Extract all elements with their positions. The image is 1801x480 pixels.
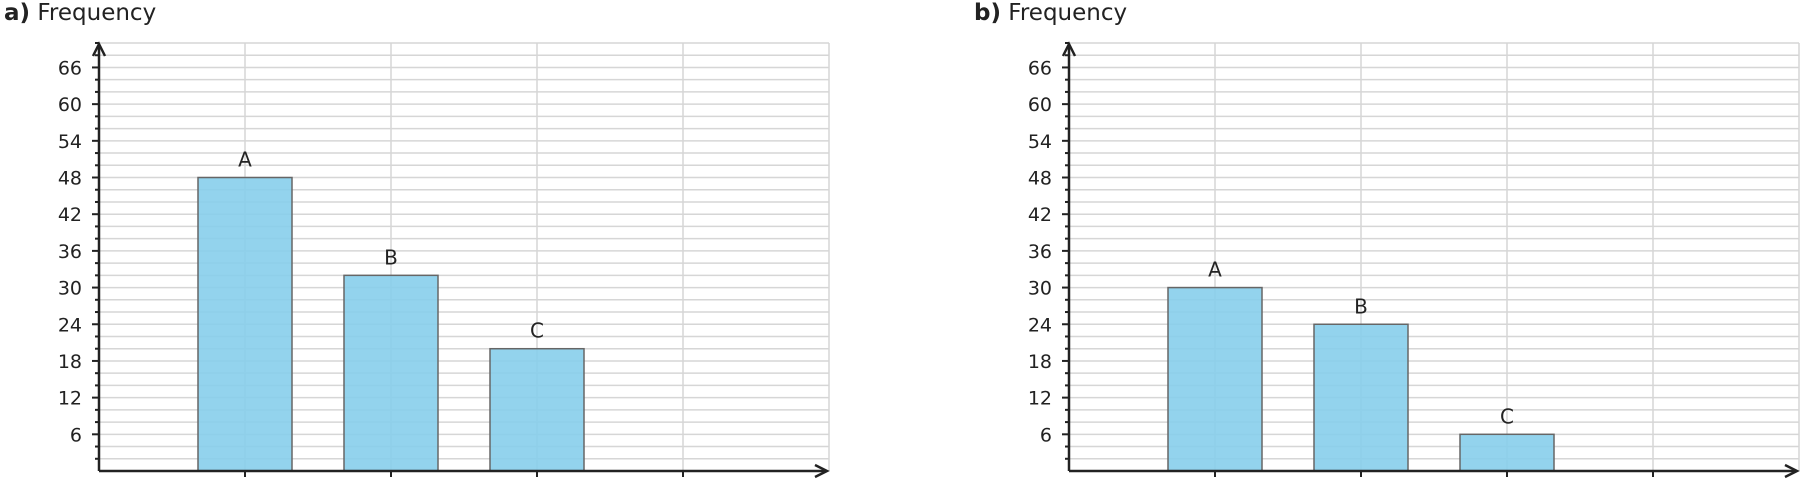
y-axis-label: Frequency (1008, 0, 1128, 26)
bar-chart: A B C 6 12 18 24 30 36 42 48 54 60 66 (58, 41, 830, 479)
chart-panel-b: b) Frequency A B C 6 12 18 24 30 36 42 48 54 60 66 (970, 0, 1801, 480)
y-tick-label: 54 (58, 131, 82, 153)
y-tick-label: 24 (58, 314, 82, 336)
y-tick-label: 66 (58, 57, 82, 79)
y-tick-label: 48 (58, 168, 82, 190)
y-tick-label: 60 (58, 94, 82, 116)
x-axis-arrow (814, 463, 830, 479)
y-tick-label: 48 (1028, 168, 1052, 190)
y-tick-label: 42 (58, 204, 82, 226)
bar-A (197, 176, 293, 472)
bar-chart: A B C 6 12 18 24 30 36 42 48 54 60 66 (1028, 41, 1800, 479)
bar-B (1313, 323, 1409, 472)
y-tick-label: 12 (1028, 388, 1052, 410)
y-tick-label: 6 (1040, 424, 1052, 446)
bar-A (1167, 286, 1263, 472)
bar-label-C: C (530, 319, 544, 343)
y-tick-label: 6 (70, 424, 82, 446)
y-tick-label: 66 (1028, 57, 1052, 79)
y-tick-label: 18 (1028, 351, 1052, 373)
y-axis-label: Frequency (37, 0, 157, 26)
y-tick-label: 30 (1028, 278, 1052, 300)
bar-C (489, 347, 585, 472)
y-tick-label: 60 (1028, 94, 1052, 116)
panel-label: a) (4, 0, 31, 26)
bar-label-A: A (1208, 258, 1222, 282)
panel-label: b) (974, 0, 1001, 26)
bar-label-A: A (238, 148, 252, 172)
bar-B (343, 274, 439, 472)
y-tick-label: 12 (58, 388, 82, 410)
chart-panel-a: a) Frequency A B C 6 12 18 24 30 36 42 48 54 60 66 (0, 0, 880, 480)
y-tick-label: 30 (58, 278, 82, 300)
y-tick-label: 18 (58, 351, 82, 373)
bar-label-B: B (384, 245, 398, 269)
bar-label-C: C (1500, 404, 1514, 428)
x-axis-arrow (1784, 463, 1800, 479)
y-tick-label: 42 (1028, 204, 1052, 226)
chart-title: a) Frequency (4, 0, 156, 26)
y-tick-label: 54 (1028, 131, 1052, 153)
bar-C (1459, 433, 1555, 472)
y-axis-arrow (1061, 41, 1077, 57)
y-tick-label: 36 (1028, 241, 1052, 263)
y-tick-label: 24 (1028, 314, 1052, 336)
chart-title: b) Frequency (974, 0, 1127, 26)
bar-label-B: B (1354, 294, 1368, 318)
y-axis-arrow (91, 41, 107, 57)
y-tick-label: 36 (58, 241, 82, 263)
